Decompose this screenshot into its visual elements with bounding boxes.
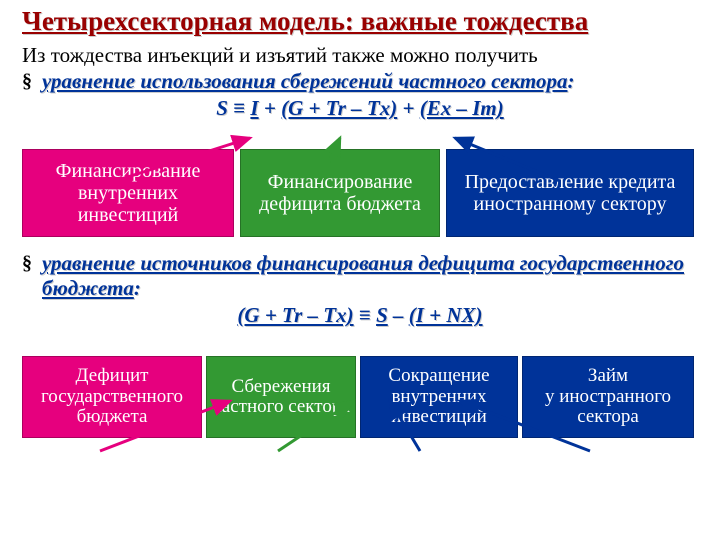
equation1: S ≡ I + (G + Tr – Tx) + (Ex – Im) (22, 96, 698, 121)
slide: Четырехсекторная модель: важные тождеств… (0, 6, 720, 540)
boxes-row-1: Финансирование внутренних инвестиций Фин… (22, 149, 698, 237)
bullet-icon: § (22, 251, 32, 275)
box-foreign: Предоставление кредита иностранному сект… (446, 149, 694, 237)
box-private-savings: Сбережения частного сектора (206, 356, 356, 438)
box-foreign-loan: Займ у иностранного сектора (522, 356, 694, 438)
section2-label: уравнение источников финансирования дефи… (42, 251, 698, 301)
equation2: (G + Tr – Tx) ≡ S – (I + NX) (22, 303, 698, 328)
section1-label: уравнение использования сбережений частн… (42, 69, 574, 94)
box-cut-invest: Сокращение внутренних инвестиций (360, 356, 518, 438)
section2: § уравнение источников финансирования де… (22, 251, 698, 301)
boxes-row-2: Дефицит государственного бюджета Сбереже… (22, 356, 698, 438)
box-deficit: Финансирование дефицита бюджета (240, 149, 440, 237)
box-gov-deficit: Дефицит государственного бюджета (22, 356, 202, 438)
bullet-icon: § (22, 69, 32, 93)
box-invest: Финансирование внутренних инвестиций (22, 149, 234, 237)
lead-text: Из тождества инъекций и изъятий также мо… (22, 43, 698, 67)
section1: § уравнение использования сбережений час… (22, 69, 698, 94)
slide-title: Четырехсекторная модель: важные тождеств… (22, 6, 698, 37)
